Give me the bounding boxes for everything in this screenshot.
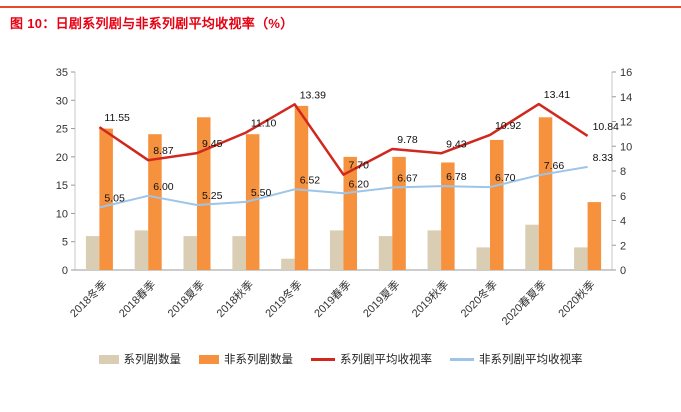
left-axis-tick-label: 20 [56, 152, 68, 164]
x-axis-label-2019春季: 2019春季 [312, 278, 354, 320]
x-axis-label-2020春夏季: 2020春夏季 [499, 278, 549, 328]
data-label-非系列剧平均收视率-2018春季: 6.00 [153, 181, 174, 193]
legend-item-series-count: 系列剧数量 [98, 351, 182, 367]
data-label-非系列剧平均收视率-2018冬季: 5.05 [104, 193, 125, 205]
bar-非系列剧数量-2018夏季 [197, 117, 211, 270]
legend-item-nonseries-rating: 非系列剧平均收视率 [450, 351, 583, 367]
right-axis-tick-label: 4 [620, 216, 626, 228]
bar-非系列剧数量-2019秋季 [441, 162, 455, 270]
legend-item-nonseries-count: 非系列剧数量 [199, 351, 293, 367]
legend-swatch-nonseries-rating [450, 357, 474, 361]
left-axis-tick-label: 0 [62, 265, 68, 277]
bar-非系列剧数量-2019冬季 [294, 105, 309, 271]
data-label-非系列剧平均收视率-2019春季: 6.20 [349, 178, 370, 190]
data-label-系列剧平均收视率-2019冬季: 13.39 [300, 89, 326, 101]
bar-系列剧数量-2020春夏季 [525, 224, 539, 270]
legend-swatch-series-count [98, 354, 119, 364]
data-label-非系列剧平均收视率-2020春夏季: 7.66 [544, 160, 565, 172]
line-系列剧平均收视率 [98, 102, 589, 176]
data-label-系列剧平均收视率-2020春夏季: 13.41 [544, 89, 570, 101]
bar-系列剧数量-2018秋季 [232, 236, 246, 270]
x-axis-label-2019夏季: 2019夏季 [360, 278, 402, 320]
left-axis-tick-label: 25 [56, 124, 68, 136]
x-axis-label-2018夏季: 2018夏季 [165, 278, 207, 320]
bar-系列剧数量-2020冬季 [476, 247, 490, 270]
legend-item-series-rating: 系列剧平均收视率 [311, 351, 432, 367]
data-label-非系列剧平均收视率-2020秋季: 8.33 [593, 152, 614, 164]
legend-label-series-rating: 系列剧平均收视率 [340, 354, 432, 366]
data-label-非系列剧平均收视率-2019秋季: 6.78 [446, 171, 467, 183]
bar-系列剧数量-2020秋季 [574, 247, 588, 270]
legend-swatch-nonseries-count [199, 354, 219, 364]
bar-系列剧数量-2019冬季 [281, 258, 295, 270]
data-label-系列剧平均收视率-2018冬季: 11.55 [104, 112, 130, 124]
bar-非系列剧数量-2020春夏季 [538, 117, 553, 270]
data-label-非系列剧平均收视率-2018夏季: 5.25 [202, 190, 223, 202]
left-axis-tick-label: 15 [56, 180, 68, 192]
right-axis-tick-label: 2 [620, 240, 626, 252]
data-label-系列剧平均收视率-2018秋季: 11.10 [251, 118, 277, 130]
right-axis-tick-label: 8 [620, 166, 626, 178]
right-axis-tick-label: 12 [620, 117, 632, 129]
bar-非系列剧数量-2018秋季 [245, 134, 260, 270]
bar-非系列剧数量-2018冬季 [99, 128, 113, 270]
right-axis-tick-label: 10 [620, 141, 632, 153]
data-label-非系列剧平均收视率-2020冬季: 6.70 [495, 172, 516, 184]
figure-title: 图 10：日剧系列剧与非系列剧平均收视率（%） [10, 16, 294, 31]
x-axis-label-2019秋季: 2019秋季 [408, 277, 451, 320]
data-label-系列剧平均收视率-2019夏季: 9.78 [397, 134, 418, 146]
bar-系列剧数量-2018夏季 [183, 236, 197, 270]
bar-非系列剧数量-2019夏季 [392, 156, 406, 270]
bar-非系列剧数量-2020冬季 [490, 139, 504, 270]
bar-非系列剧数量-2020秋季 [587, 202, 602, 270]
bar-非系列剧数量-2018春季 [148, 134, 162, 270]
bar-非系列剧数量-2019春季 [343, 156, 357, 270]
legend: 系列剧数量 非系列剧数量 系列剧平均收视率 非系列剧平均收视率 [0, 351, 681, 367]
bar-系列剧数量-2019夏季 [378, 236, 393, 270]
x-axis-label-2018春季: 2018春季 [116, 278, 158, 320]
line-非系列剧平均收视率 [99, 165, 588, 209]
data-label-非系列剧平均收视率-2019冬季: 6.52 [300, 174, 321, 186]
legend-label-series-count: 系列剧数量 [123, 354, 182, 366]
data-label-系列剧平均收视率-2018春季: 8.87 [153, 145, 174, 157]
left-axis-tick-label: 35 [56, 67, 68, 79]
x-axis-label-2020冬季: 2020冬季 [457, 277, 500, 320]
x-axis-label-2020秋季: 2020秋季 [555, 277, 598, 320]
bar-系列剧数量-2019春季 [330, 230, 344, 270]
legend-label-nonseries-count: 非系列剧数量 [224, 354, 293, 366]
x-axis-label-2019冬季: 2019冬季 [262, 277, 305, 320]
left-axis-tick-label: 10 [56, 208, 68, 220]
data-label-系列剧平均收视率-2020秋季: 10.84 [593, 121, 619, 133]
left-axis-tick-label: 30 [56, 95, 68, 107]
data-label-系列剧平均收视率-2019春季: 7.70 [349, 160, 370, 172]
right-axis-tick-label: 0 [620, 265, 626, 277]
data-label-系列剧平均收视率-2020冬季: 10.92 [495, 120, 521, 132]
data-label-系列剧平均收视率-2018夏季: 9.45 [202, 138, 223, 150]
legend-label-nonseries-rating: 非系列剧平均收视率 [479, 354, 583, 366]
data-label-非系列剧平均收视率-2019夏季: 6.67 [397, 173, 418, 185]
x-axis-label-2018冬季: 2018冬季 [67, 277, 110, 320]
right-axis-tick-label: 14 [620, 92, 632, 104]
data-label-系列剧平均收视率-2019秋季: 9.43 [446, 138, 467, 150]
data-label-非系列剧平均收视率-2018秋季: 5.50 [251, 187, 272, 199]
x-axis-label-2018秋季: 2018秋季 [213, 277, 256, 320]
top-accent-line [0, 6, 681, 8]
legend-swatch-series-rating [311, 357, 335, 361]
left-axis-tick-label: 5 [62, 237, 68, 249]
combo-chart: 0 5 10 15 20 25 30 35 0 2 4 6 8 10 12 14 16 11.55 8.87 9.45… [56, 67, 633, 328]
right-axis-tick-label: 16 [620, 67, 632, 79]
bar-系列剧数量-2018春季 [134, 230, 149, 270]
bar-系列剧数量-2018冬季 [85, 236, 100, 270]
right-axis-tick-label: 6 [620, 191, 626, 203]
bar-系列剧数量-2019秋季 [427, 230, 442, 270]
